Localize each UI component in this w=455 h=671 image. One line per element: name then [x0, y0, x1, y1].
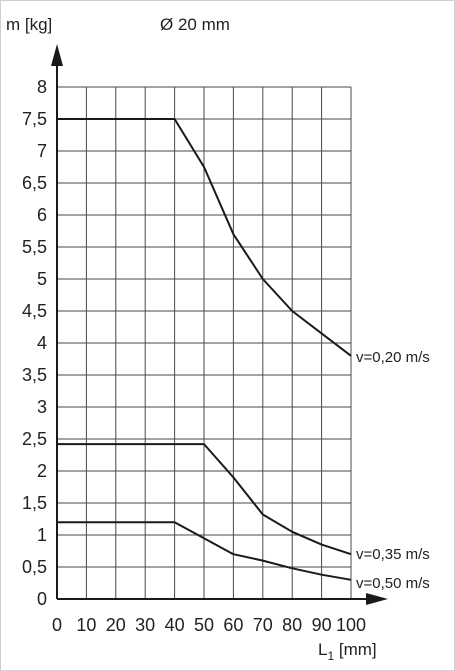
x-tick-label: 0: [52, 615, 62, 635]
y-tick-label: 8: [37, 77, 47, 97]
series-lines: [57, 118, 352, 581]
y-tick-label: 2,5: [22, 429, 47, 449]
y-tick-label: 6,5: [22, 173, 47, 193]
series-label: v=0,50 m/s: [356, 575, 430, 592]
x-axis-label-unit: [mm]: [334, 640, 377, 659]
x-tick-label: 50: [194, 615, 214, 635]
x-tick-label: 20: [106, 615, 126, 635]
tick-labels: 00,511,522,533,544,555,566,577,580 10 20 30…: [22, 77, 366, 635]
series-labels: v=0,20 m/s v=0,35 m/s v=0,50 m/s: [356, 349, 430, 592]
series-line: [57, 443, 352, 556]
y-tick-label: 2: [37, 461, 47, 481]
y-tick-label: 1,5: [22, 493, 47, 513]
x-tick-label: 80: [282, 615, 302, 635]
x-tick-label: 70: [253, 615, 273, 635]
series-label: v=0,20 m/s: [356, 349, 430, 366]
x-tick-label: 60: [223, 615, 243, 635]
x-tick-label: 90: [312, 615, 332, 635]
y-tick-label: 5,5: [22, 237, 47, 257]
y-tick-label: 3: [37, 397, 47, 417]
series-line: [57, 118, 352, 357]
y-tick-label: 0,5: [22, 557, 47, 577]
y-tick-label: 4,5: [22, 301, 47, 321]
x-tick-label: 10: [76, 615, 96, 635]
y-tick-label: 3,5: [22, 365, 47, 385]
y-tick-label: 6: [37, 205, 47, 225]
y-tick-label: 7: [37, 141, 47, 161]
x-tick-label: 30: [135, 615, 155, 635]
series-label: v=0,35 m/s: [356, 546, 430, 563]
y-axis-label: m [kg]: [6, 15, 52, 34]
x-tick-label: 100: [336, 615, 366, 635]
axes: [51, 44, 388, 605]
series-line: [57, 521, 352, 581]
y-axis-arrow-icon: [51, 44, 63, 66]
x-axis-label-main: L: [318, 640, 327, 659]
y-tick-label: 0: [37, 589, 47, 609]
x-axis-label: L1 [mm]: [318, 640, 377, 663]
y-tick-label: 1: [37, 525, 47, 545]
y-tick-label: 5: [37, 269, 47, 289]
grid: [57, 86, 352, 599]
chart-subtitle: Ø 20 mm: [160, 15, 230, 34]
y-tick-label: 7,5: [22, 109, 47, 129]
x-tick-label: 40: [165, 615, 185, 635]
x-axis-arrow-icon: [366, 593, 388, 605]
x-axis-label-subscript: 1: [327, 649, 334, 663]
y-tick-label: 4: [37, 333, 47, 353]
